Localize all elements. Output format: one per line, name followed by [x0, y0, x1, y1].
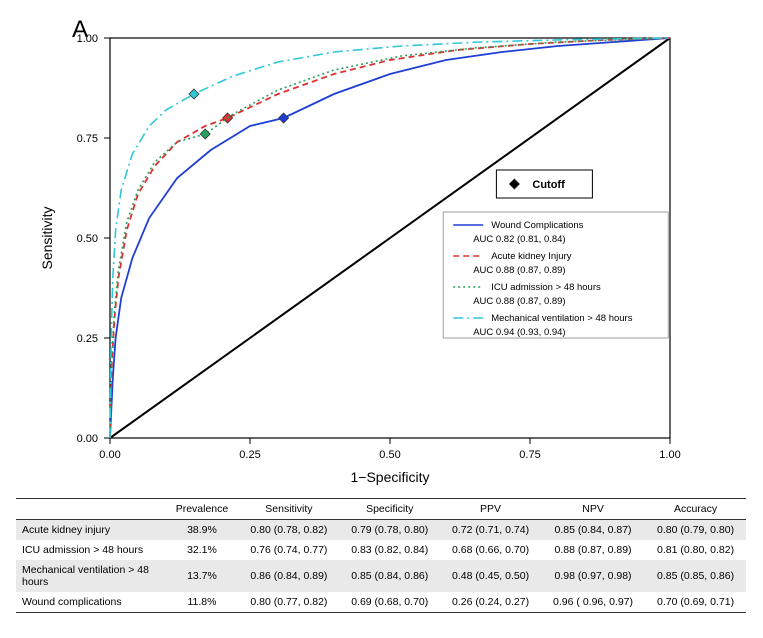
- svg-text:0.75: 0.75: [77, 133, 98, 145]
- table-cell: 0.76 (0.74, 0.77): [238, 540, 339, 560]
- table-row: Wound complications11.8%0.80 (0.77, 0.82…: [16, 592, 746, 613]
- col-header: Sensitivity: [238, 499, 339, 520]
- svg-text:Acute kidney Injury: Acute kidney Injury: [491, 251, 572, 262]
- svg-text:0.00: 0.00: [99, 449, 120, 461]
- svg-text:Mechanical ventilation > 48 ho: Mechanical ventilation > 48 hours: [491, 313, 633, 324]
- table-cell: 0.85 (0.85, 0.86): [645, 560, 746, 592]
- table-cell: 38.9%: [165, 520, 238, 541]
- table-cell: Acute kidney injury: [16, 520, 165, 541]
- col-header: Accuracy: [645, 499, 746, 520]
- svg-text:0.50: 0.50: [379, 449, 400, 461]
- table-cell: 32.1%: [165, 540, 238, 560]
- svg-text:1−Specificity: 1−Specificity: [351, 469, 430, 485]
- metrics-table-wrap: PrevalenceSensitivitySpecificityPPVNPVAc…: [16, 498, 746, 613]
- svg-text:AUC 0.94 (0.93, 0.94): AUC 0.94 (0.93, 0.94): [473, 327, 565, 338]
- table-cell: 0.98 (0.97, 0.98): [541, 560, 645, 592]
- table-row: ICU admission > 48 hours32.1%0.76 (0.74,…: [16, 540, 746, 560]
- table-cell: 0.80 (0.77, 0.82): [238, 592, 339, 613]
- roc-chart-panel: A 0.000.000.250.250.500.500.750.751.001.…: [10, 10, 753, 490]
- svg-text:Cutoff: Cutoff: [532, 179, 565, 191]
- roc-chart: 0.000.000.250.250.500.500.750.751.001.00…: [10, 10, 753, 490]
- table-cell: 0.80 (0.79, 0.80): [645, 520, 746, 541]
- table-cell: 0.69 (0.68, 0.70): [339, 592, 440, 613]
- table-cell: 0.88 (0.87, 0.89): [541, 540, 645, 560]
- svg-text:AUC 0.88 (0.87, 0.89): AUC 0.88 (0.87, 0.89): [473, 265, 565, 276]
- col-header: PPV: [440, 499, 541, 520]
- col-header: [16, 499, 165, 520]
- svg-text:Sensitivity: Sensitivity: [39, 206, 55, 269]
- panel-label: A: [72, 16, 88, 44]
- table-cell: ICU admission > 48 hours: [16, 540, 165, 560]
- svg-text:0.00: 0.00: [77, 433, 98, 445]
- table-cell: 0.83 (0.82, 0.84): [339, 540, 440, 560]
- table-cell: 0.81 (0.80, 0.82): [645, 540, 746, 560]
- table-cell: 13.7%: [165, 560, 238, 592]
- col-header: Prevalence: [165, 499, 238, 520]
- svg-text:0.50: 0.50: [77, 233, 98, 245]
- table-cell: Wound complications: [16, 592, 165, 613]
- table-cell: 0.70 (0.69, 0.71): [645, 592, 746, 613]
- table-cell: 0.85 (0.84, 0.86): [339, 560, 440, 592]
- table-cell: 0.79 (0.78, 0.80): [339, 520, 440, 541]
- table-cell: 11.8%: [165, 592, 238, 613]
- table-row: Mechanical ventilation > 48 hours13.7%0.…: [16, 560, 746, 592]
- metrics-table: PrevalenceSensitivitySpecificityPPVNPVAc…: [16, 498, 746, 613]
- table-cell: 0.96 ( 0.96, 0.97): [541, 592, 645, 613]
- svg-text:1.00: 1.00: [659, 449, 680, 461]
- col-header: Specificity: [339, 499, 440, 520]
- svg-text:ICU admission > 48 hours: ICU admission > 48 hours: [491, 282, 601, 293]
- table-cell: 0.85 (0.84, 0.87): [541, 520, 645, 541]
- table-cell: 0.86 (0.84, 0.89): [238, 560, 339, 592]
- table-cell: 0.80 (0.78, 0.82): [238, 520, 339, 541]
- table-row: Acute kidney injury38.9%0.80 (0.78, 0.82…: [16, 520, 746, 541]
- table-cell: Mechanical ventilation > 48 hours: [16, 560, 165, 592]
- table-cell: 0.68 (0.66, 0.70): [440, 540, 541, 560]
- svg-text:AUC 0.82 (0.81, 0.84): AUC 0.82 (0.81, 0.84): [473, 234, 565, 245]
- col-header: NPV: [541, 499, 645, 520]
- svg-text:0.25: 0.25: [77, 333, 98, 345]
- svg-text:Wound Complications: Wound Complications: [491, 220, 583, 231]
- svg-text:AUC 0.88 (0.87, 0.89): AUC 0.88 (0.87, 0.89): [473, 296, 565, 307]
- table-cell: 0.48 (0.45, 0.50): [440, 560, 541, 592]
- svg-text:0.25: 0.25: [239, 449, 260, 461]
- table-cell: 0.72 (0.71, 0.74): [440, 520, 541, 541]
- table-cell: 0.26 (0.24, 0.27): [440, 592, 541, 613]
- svg-text:0.75: 0.75: [519, 449, 540, 461]
